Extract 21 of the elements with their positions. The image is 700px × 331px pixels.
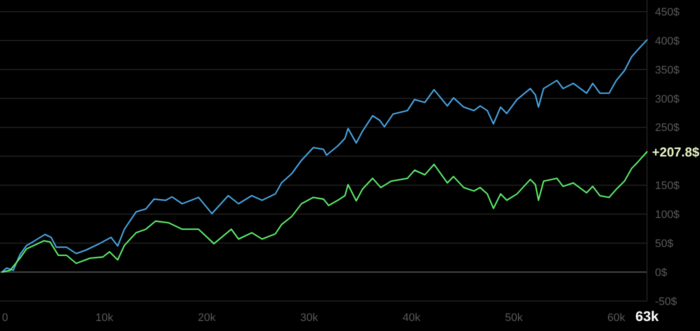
- x-tick-label: 20k: [198, 312, 216, 324]
- y-tick-label: 350$: [655, 64, 680, 76]
- y-tick-label: -50$: [655, 296, 678, 308]
- x-tick-label: 63k: [635, 308, 659, 324]
- x-tick-label: 30k: [300, 312, 319, 324]
- y-tick-label: 100$: [655, 209, 680, 222]
- y-tick-label: 300$: [655, 93, 680, 106]
- x-tick-label: 40k: [402, 312, 421, 324]
- line-series: [1, 151, 648, 273]
- y-tick-label: 400$: [655, 35, 680, 48]
- x-tick-label: 50k: [505, 312, 524, 324]
- x-tick-label: 0: [2, 312, 8, 324]
- annotation: +207.8$: [652, 144, 700, 160]
- y-tick-label: 250$: [655, 122, 680, 134]
- y-tick-label: 0$: [655, 266, 668, 279]
- line-series: [1, 39, 648, 273]
- x-tick-label: 10k: [96, 312, 114, 324]
- x-tick-label: 60k: [607, 312, 626, 324]
- y-tick-label: 450$: [655, 6, 680, 18]
- y-tick-label: 50$: [655, 238, 674, 250]
- y-tick-label: 150$: [655, 180, 680, 192]
